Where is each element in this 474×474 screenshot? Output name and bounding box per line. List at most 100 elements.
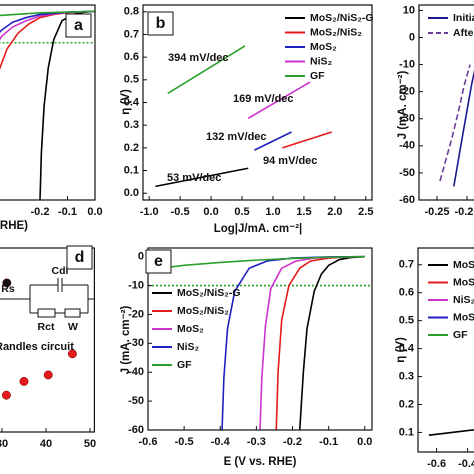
series-line (428, 428, 474, 437)
y-tick-label: 0.7 (399, 259, 414, 271)
plot-area (0, 10, 95, 200)
x-tick-label: 0.0 (87, 206, 102, 218)
y-tick-label: 0.3 (124, 119, 139, 131)
y-tick-label: -60 (399, 194, 415, 206)
x-tick-label: -0.2 (283, 436, 302, 448)
warburg-element (64, 308, 81, 318)
plot-area (1, 278, 77, 400)
legend-label: MoS₂/NiS₂ (453, 276, 474, 288)
x-tick-label: -0.6 (427, 458, 446, 470)
y-tick-label: -10 (128, 279, 144, 291)
series-line (148, 255, 365, 271)
series-line (282, 131, 333, 149)
slope-annotation: 169 mV/dec (233, 93, 294, 105)
series-line (0, 10, 95, 17)
y-tick-label: -20 (399, 86, 415, 98)
y-tick-label: -10 (399, 58, 415, 70)
legend-label: NiS₂ (453, 294, 474, 306)
y-tick-label: -60 (128, 424, 144, 436)
resistor (37, 308, 56, 318)
y-tick-label: 0.7 (124, 28, 139, 40)
x-tick-label: -0.1 (319, 436, 338, 448)
y-tick-label: 0.2 (124, 142, 139, 154)
slope-annotation: 94 mV/dec (263, 155, 317, 167)
plot-area (439, 64, 474, 187)
y-tick-label: 0.4 (124, 96, 140, 108)
panel-label: b (156, 15, 166, 32)
point (1, 390, 11, 400)
y-tick-label: -40 (399, 140, 415, 152)
legend-label: GF (453, 329, 468, 341)
panel-label: a (74, 17, 83, 34)
plot-area (428, 428, 474, 437)
y-tick-label: 0.1 (399, 426, 414, 438)
y-tick-label: -40 (128, 366, 144, 378)
legend-label: MoS₂ (177, 323, 204, 335)
panel-label-box (65, 13, 92, 38)
panel-label-box (147, 11, 174, 36)
x-tick-label: -0.3 (247, 436, 266, 448)
y-tick-label: 0 (409, 31, 415, 43)
series-line (254, 131, 292, 151)
y-axis-label: J (mA. cm⁻²) (397, 70, 409, 139)
x-tick-label: -0.4 (458, 458, 474, 470)
series-line (39, 10, 95, 200)
plot-area (148, 255, 372, 430)
series-line (155, 167, 249, 188)
legend-label: MoS₂/NiS₂-G (453, 259, 474, 271)
y-tick-label: -30 (128, 337, 144, 349)
x-tick-label: -0.5 (171, 206, 190, 218)
x-axis-label: Log|J/mA. cm⁻²| (214, 223, 303, 235)
x-tick-label: -0.1 (58, 206, 77, 218)
legend-label: GF (310, 70, 325, 82)
x-tick-label: 2.5 (358, 206, 373, 218)
x-tick-label: 0.5 (234, 206, 249, 218)
x-tick-label: 50 (84, 438, 96, 450)
y-tick-label: 0 (138, 251, 144, 263)
point (43, 370, 53, 380)
panel-label-box (66, 245, 93, 270)
axes-frame (0, 4, 96, 201)
panel-label-box (145, 249, 172, 274)
circuit-label: Cdl (52, 265, 69, 277)
x-tick-label: 1.0 (265, 206, 280, 218)
y-axis-label: J (mA. cm⁻²) (120, 305, 132, 374)
x-tick-label: 0.0 (357, 436, 372, 448)
series-line (453, 69, 474, 187)
legend-label: After (453, 27, 474, 39)
y-tick-label: 0.8 (124, 6, 139, 18)
slope-annotation: 132 mV/dec (206, 131, 267, 143)
y-tick-label: 0.5 (399, 315, 414, 327)
series-line (439, 64, 471, 182)
panel-label: d (75, 249, 85, 266)
x-tick-label: -0.2 (31, 206, 50, 218)
series-line (247, 81, 311, 120)
legend-label: NiS₂ (310, 55, 333, 67)
y-tick-label: 0.2 (399, 398, 414, 410)
legend-label: MoS₂/NiS₂ (310, 26, 362, 38)
axes-frame (147, 247, 373, 431)
legend-label: GF (177, 359, 192, 371)
y-tick-label: -30 (399, 113, 415, 125)
panel-label: e (154, 253, 163, 270)
legend-label: MoS₂ (453, 311, 474, 323)
y-tick-label: 0.4 (399, 343, 415, 355)
x-axis-label: E (V vs. RHE) (0, 220, 28, 232)
y-tick-label: 0.6 (399, 287, 414, 299)
x-tick-label: 2.0 (327, 206, 342, 218)
slope-annotation: 53 mV/dec (167, 172, 221, 184)
series-line (275, 255, 365, 430)
point (19, 376, 29, 386)
series-line (298, 255, 365, 430)
x-tick-label: -0.5 (175, 436, 194, 448)
x-tick-label: -0.20 (454, 206, 474, 218)
slope-annotation: 394 mV/dec (168, 52, 229, 64)
x-axis-label: E (V vs. RHE) (224, 456, 297, 468)
circuit-label: Rs (1, 283, 15, 295)
x-tick-label: -1.0 (140, 206, 159, 218)
legend-label: MoS₂/NiS₂-G (310, 12, 374, 24)
x-tick-label: 1.5 (296, 206, 311, 218)
series-line (259, 255, 365, 430)
